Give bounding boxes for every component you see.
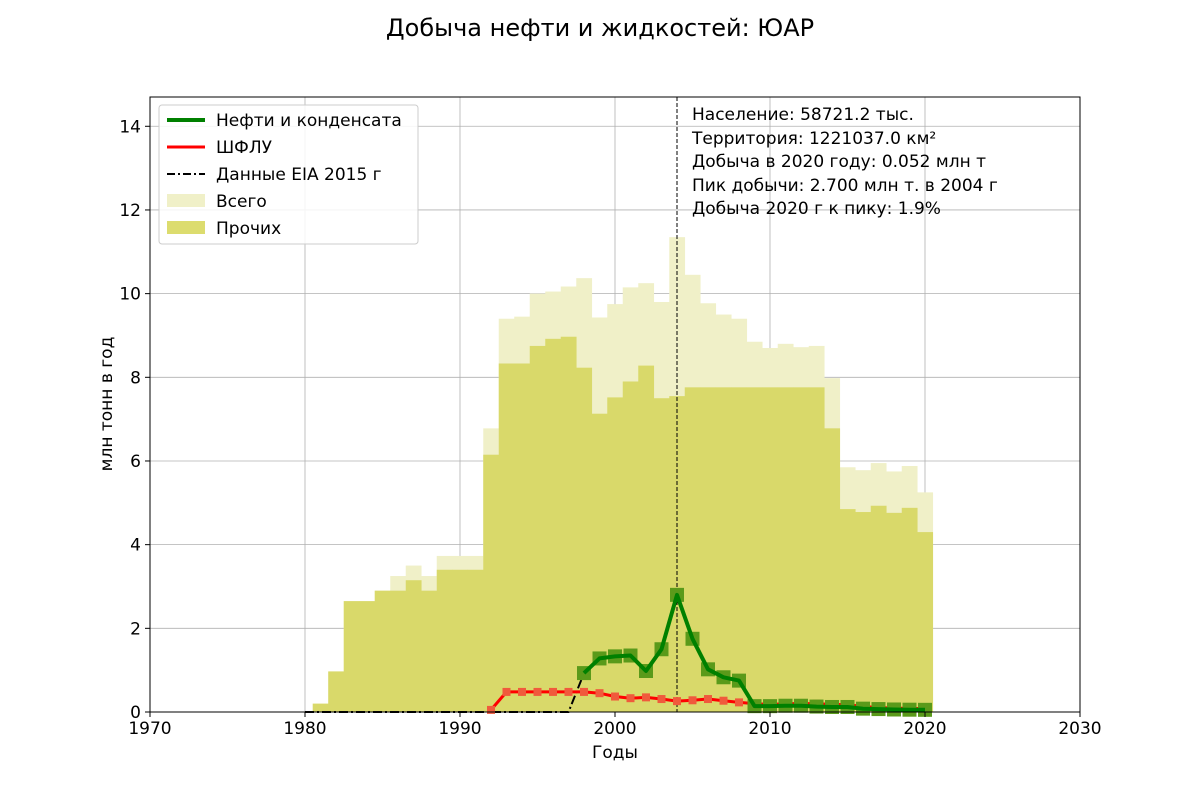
bar-other xyxy=(762,387,779,712)
ngl-point xyxy=(502,687,511,696)
x-tick-label: 2010 xyxy=(748,719,791,739)
ngl-point xyxy=(673,697,681,706)
chart-title: Добыча нефти и жидкостей: ЮАР xyxy=(386,14,814,42)
bar-other xyxy=(514,363,531,712)
annotation-production-2020: Добыча в 2020 году: 0.052 млн т xyxy=(692,152,986,172)
bar-other xyxy=(731,387,748,712)
bar-other xyxy=(529,345,546,712)
y-tick-label: 8 xyxy=(130,368,141,388)
bar-other xyxy=(545,338,562,712)
bar-other xyxy=(359,601,376,712)
annotation-territory: Территория: 1221037.0 км² xyxy=(691,129,936,149)
bar-other xyxy=(405,580,422,712)
ngl-point xyxy=(626,694,635,703)
y-tick-label: 10 xyxy=(119,285,141,305)
bar-other xyxy=(328,671,345,712)
bar-other xyxy=(452,569,469,712)
ngl-point xyxy=(611,692,619,701)
bar-other xyxy=(390,590,407,712)
ngl-point xyxy=(564,687,573,696)
bar-other xyxy=(839,509,856,712)
legend: Нефти и конденсата ШФЛУ Данные EIA 2015 … xyxy=(158,104,419,245)
bar-other xyxy=(374,590,391,712)
bars-other xyxy=(312,336,934,712)
bar-other xyxy=(467,569,484,712)
legend-total-label: Всего xyxy=(216,192,267,212)
ngl-point xyxy=(657,695,666,704)
y-tick-label: 4 xyxy=(130,536,141,556)
ngl-point xyxy=(533,687,542,696)
annotation-population: Население: 58721.2 тыс. xyxy=(692,105,914,125)
ticks-layer: 1970 1980 1990 2000 2010 2020 2030 0 2 4 6 8 10 12 14 xyxy=(119,117,1101,739)
legend-other-swatch xyxy=(167,221,205,234)
bar-other xyxy=(498,363,515,712)
bar-other xyxy=(808,387,825,712)
annotation-peak: Пик добычи: 2.700 млн т. в 2004 г xyxy=(692,176,998,196)
ngl-point xyxy=(487,705,495,714)
y-tick-label: 0 xyxy=(130,703,141,723)
bar-other xyxy=(483,454,500,712)
ngl-point xyxy=(735,698,743,707)
legend-frame xyxy=(158,104,419,245)
bar-other xyxy=(901,507,918,712)
x-tick-label: 1980 xyxy=(283,719,326,739)
x-tick-label: 1970 xyxy=(128,719,171,739)
oil-point xyxy=(918,702,932,717)
bar-other xyxy=(622,381,639,712)
legend-eia-label: Данные EIA 2015 г xyxy=(216,165,382,185)
bar-other xyxy=(638,365,655,712)
bar-other xyxy=(886,512,903,712)
bar-other xyxy=(560,336,577,712)
y-tick-label: 2 xyxy=(130,619,141,639)
bar-other xyxy=(684,387,701,712)
annotation-ratio: Добыча 2020 г к пику: 1.9% xyxy=(692,199,941,219)
ngl-point xyxy=(580,687,588,696)
bar-other xyxy=(917,532,934,712)
bar-other xyxy=(421,590,438,712)
ngl-point xyxy=(595,689,604,698)
annotations: Население: 58721.2 тыс. Территория: 1221… xyxy=(691,105,998,219)
legend-ngl-label: ШФЛУ xyxy=(216,138,273,158)
bar-other xyxy=(576,367,593,712)
oil-series-layer xyxy=(577,587,932,717)
x-axis-label: Годы xyxy=(592,743,638,763)
bar-other xyxy=(793,387,810,712)
y-tick-label: 6 xyxy=(130,452,141,472)
ngl-point xyxy=(518,687,526,696)
x-tick-label: 2020 xyxy=(903,719,946,739)
ngl-point xyxy=(704,695,712,704)
legend-other-label: Прочих xyxy=(216,219,281,239)
ngl-point xyxy=(549,687,557,696)
y-tick-label: 12 xyxy=(119,201,141,221)
bar-other xyxy=(855,512,872,712)
ngl-point xyxy=(719,696,728,705)
bar-other xyxy=(607,397,624,712)
bar-other xyxy=(746,387,763,712)
ngl-point xyxy=(688,696,697,705)
legend-oil-label: Нефти и конденсата xyxy=(216,111,402,131)
x-tick-label: 2000 xyxy=(593,719,636,739)
legend-total-swatch xyxy=(167,194,205,207)
bar-other xyxy=(870,505,887,712)
bar-other xyxy=(700,387,717,712)
bar-other xyxy=(653,398,670,712)
bar-other xyxy=(824,428,841,712)
bar-other xyxy=(715,387,732,712)
bar-other xyxy=(343,601,360,712)
bar-other xyxy=(312,703,329,712)
y-axis-label: млн тонн в год xyxy=(97,337,117,472)
bar-other xyxy=(591,413,608,712)
x-tick-label: 1990 xyxy=(438,719,481,739)
bar-other xyxy=(436,569,453,712)
oil-line xyxy=(582,592,926,712)
x-tick-label: 2030 xyxy=(1058,719,1101,739)
y-tick-label: 14 xyxy=(119,117,141,137)
bar-other xyxy=(777,387,794,712)
ngl-point xyxy=(642,693,650,702)
